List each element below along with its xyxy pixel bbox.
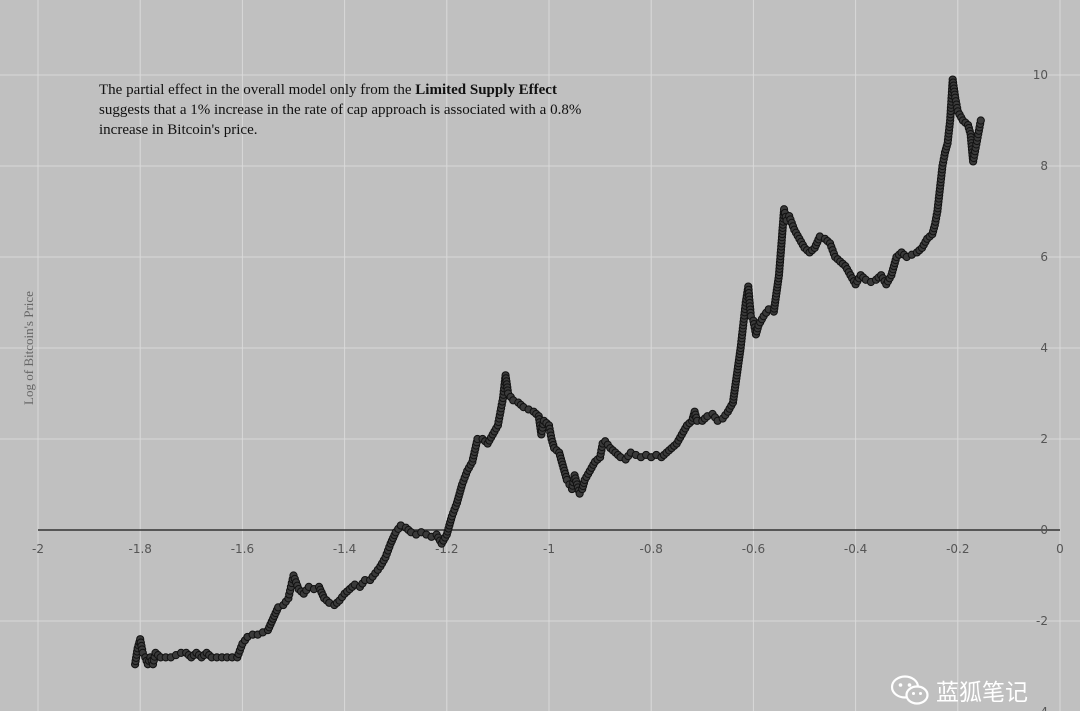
x-tick-label: -1 [543, 542, 555, 556]
data-point [976, 116, 985, 125]
annotation-line3: increase in Bitcoin's price. [99, 122, 258, 138]
annotation-line1-pre: The partial effect in the overall model … [99, 82, 416, 98]
x-tick-label: -2 [32, 542, 44, 556]
y-tick-label: 4 [1040, 341, 1048, 355]
y-tick-label: -4 [1036, 705, 1048, 711]
x-tick-label: -0.6 [742, 542, 765, 556]
annotation-text: The partial effect in the overall model … [99, 80, 699, 140]
y-tick-label: 10 [1033, 68, 1048, 82]
data-points [130, 75, 985, 669]
y-axis-title: Log of Bitcoin's Price [21, 291, 36, 405]
x-tick-label: -0.4 [844, 542, 867, 556]
y-tick-labels: 10 8 6 4 2 0 -2 -4 [1033, 68, 1048, 711]
x-tick-label: -0.8 [639, 542, 662, 556]
annotation-line2: suggests that a 1% increase in the rate … [99, 102, 582, 118]
annotation-bold-term: Limited Supply Effect [415, 82, 557, 98]
y-tick-label: 6 [1040, 250, 1048, 264]
y-tick-label: 2 [1040, 432, 1048, 446]
x-tick-label: -0.2 [946, 542, 969, 556]
x-tick-label: -1.4 [333, 542, 356, 556]
x-tick-labels: -2 -1.8 -1.6 -1.4 -1.2 -1 -0.8 -0.6 -0.4 -0.2 0 [32, 542, 1064, 556]
y-tick-label: 8 [1040, 159, 1048, 173]
y-tick-label: 0 [1040, 523, 1048, 537]
y-tick-label: -2 [1036, 614, 1048, 628]
x-tick-label: -1.6 [231, 542, 254, 556]
watermark: 蓝狐笔记 [890, 672, 1028, 708]
wechat-icon [890, 675, 929, 705]
watermark-text: 蓝狐笔记 [936, 680, 1028, 706]
x-tick-label: -1.8 [128, 542, 151, 556]
x-tick-label: 0 [1056, 542, 1064, 556]
